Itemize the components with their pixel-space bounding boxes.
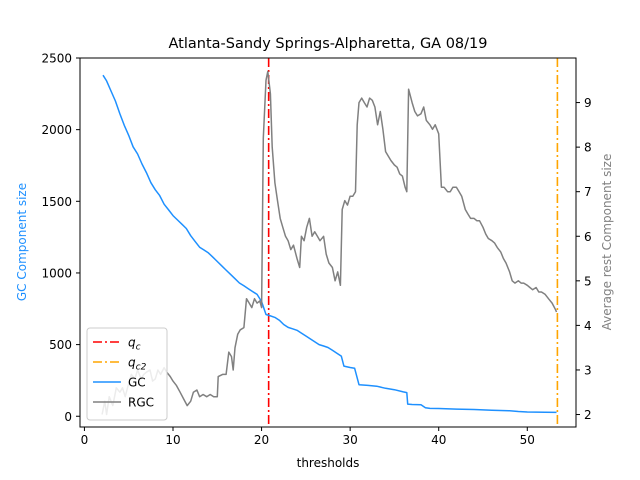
legend-box — [86, 327, 168, 421]
y-right-tick-label: 6 — [584, 230, 592, 244]
y-right-tick-label: 3 — [584, 363, 592, 377]
legend-label-rgc: RGC — [128, 396, 154, 410]
legend: qc qc2 GC RGC — [86, 327, 168, 421]
y-left-tick-label: 1500 — [41, 195, 72, 209]
x-tick-label: 50 — [520, 433, 535, 447]
y-right-tick-label: 4 — [584, 319, 592, 333]
y-left-tick-label: 500 — [49, 338, 72, 352]
threshold-lines — [267, 58, 559, 427]
y-right-tick-label: 8 — [584, 141, 592, 155]
y-left-tick-label: 1000 — [41, 266, 72, 280]
y-right-tick-label: 7 — [584, 185, 592, 199]
x-tick-label: 40 — [431, 433, 446, 447]
chart-title: Atlanta-Sandy Springs-Alpharetta, GA 08/… — [168, 36, 487, 52]
series-lines — [101, 70, 558, 416]
legend-label-gc: GC — [128, 376, 146, 390]
series-line-gc — [102, 74, 557, 414]
x-tick-label: 0 — [81, 433, 89, 447]
y-left-tick-label: 2000 — [41, 123, 72, 137]
y-axis-label-left: GC Component size — [15, 183, 29, 301]
x-tick-label: 20 — [254, 433, 269, 447]
x-tick-label: 30 — [343, 433, 358, 447]
legend-label-qc: qc — [128, 336, 141, 353]
legend-label-qc2: qc2 — [128, 356, 147, 373]
x-tick-label: 10 — [165, 433, 180, 447]
y-right-tick-label: 9 — [584, 96, 592, 110]
y-right-tick-label: 5 — [584, 274, 592, 288]
y-left-tick-label: 2500 — [41, 52, 72, 66]
series-line-rgc — [101, 70, 558, 416]
y-axis-label-right: Average rest Component size — [600, 154, 614, 331]
plot-frame — [79, 57, 577, 428]
y-right-tick-label: 2 — [584, 408, 592, 422]
x-axis-label: thresholds — [297, 456, 360, 470]
y-left-tick-label: 0 — [64, 410, 72, 424]
